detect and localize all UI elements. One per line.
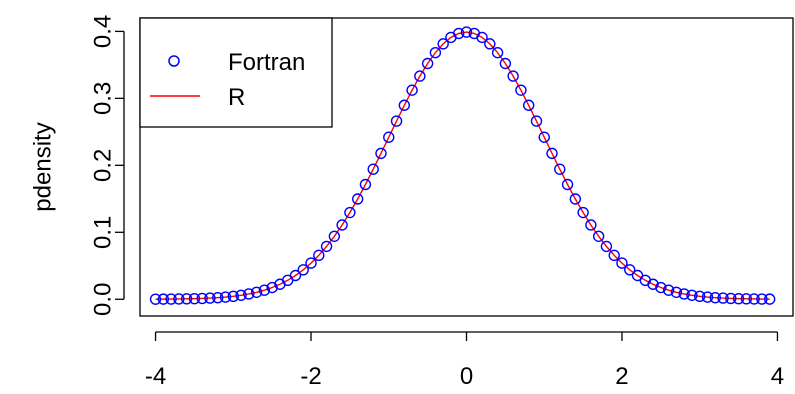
data-point: [406, 84, 418, 96]
data-point: [204, 292, 216, 304]
data-point: [250, 286, 263, 298]
data-point: [157, 293, 170, 305]
data-point: [344, 206, 356, 219]
y-axis: 0.0 0.1 0.2 0.3 0.4: [89, 15, 125, 316]
legend-fortran-label: Fortran: [228, 49, 305, 76]
data-point: [740, 293, 753, 305]
y-tick-label: 0.0: [89, 283, 116, 316]
data-point: [592, 230, 605, 242]
data-point: [243, 288, 255, 300]
data-point: [398, 99, 411, 111]
data-point: [522, 99, 535, 111]
data-point: [561, 178, 574, 191]
data-point: [390, 115, 403, 127]
data-point: [297, 264, 309, 276]
data-point: [429, 46, 442, 59]
legend-r-label: R: [228, 84, 245, 111]
data-point: [336, 219, 348, 231]
data-point: [538, 131, 550, 143]
data-point: [375, 147, 387, 160]
data-point: [383, 131, 395, 143]
data-point: [313, 249, 325, 262]
data-point: [491, 46, 504, 59]
data-point: [180, 293, 193, 305]
data-point: [577, 206, 589, 219]
data-point: [484, 38, 496, 50]
data-point: [670, 286, 683, 298]
data-point: [515, 84, 527, 96]
y-axis-label: pdensity: [29, 122, 56, 211]
y-tick-label: 0.4: [89, 15, 116, 48]
data-point: [351, 193, 364, 205]
data-point: [763, 293, 776, 305]
data-point: [530, 115, 543, 127]
data-point: [414, 70, 426, 82]
data-point: [725, 292, 737, 305]
data-point: [196, 292, 208, 305]
data-point: [188, 292, 201, 305]
data-point: [437, 38, 449, 50]
data-point: [460, 26, 473, 38]
data-point: [149, 293, 162, 305]
data-point: [655, 281, 667, 294]
data-point: [359, 178, 372, 191]
x-tick-label: -2: [300, 363, 321, 390]
data-point: [212, 291, 224, 304]
data-point: [709, 291, 721, 304]
data-point: [678, 288, 690, 300]
y-tick-label: 0.2: [89, 149, 116, 182]
data-point: [647, 278, 659, 290]
data-point: [507, 70, 519, 82]
data-point: [624, 264, 636, 276]
y-tick-label: 0.3: [89, 82, 116, 115]
data-point: [219, 291, 232, 303]
data-point: [235, 289, 247, 301]
data-point: [173, 293, 185, 305]
data-point: [367, 163, 379, 175]
data-point: [616, 257, 628, 269]
data-point: [756, 293, 768, 305]
data-point: [694, 290, 706, 302]
legend: Fortran R: [139, 17, 333, 128]
data-point: [554, 163, 566, 175]
y-tick-label: 0.1: [89, 216, 116, 249]
data-point: [421, 57, 434, 70]
data-point: [476, 31, 488, 44]
data-point: [748, 293, 760, 305]
x-tick-label: 2: [615, 363, 628, 390]
data-point: [732, 292, 745, 305]
data-point: [305, 257, 317, 269]
data-point: [227, 290, 239, 302]
x-axis: -4 -2 0 2 4: [145, 331, 784, 390]
data-point: [662, 284, 675, 296]
legend-box: [139, 17, 333, 128]
data-point: [289, 269, 302, 282]
data-point: [546, 147, 558, 160]
data-point: [453, 27, 465, 40]
x-tick-label: -4: [145, 363, 166, 390]
series-r-line: [155, 31, 770, 300]
data-point: [717, 292, 729, 304]
series-fortran-points: [149, 26, 776, 305]
data-point: [608, 249, 620, 262]
data-point: [600, 240, 613, 253]
data-point: [266, 281, 278, 294]
data-point: [328, 230, 341, 242]
data-point: [585, 219, 597, 231]
data-point: [499, 57, 512, 70]
data-point: [686, 289, 698, 301]
legend-fortran-marker: [168, 55, 180, 67]
x-tick-label: 4: [771, 363, 784, 390]
data-point: [258, 284, 271, 296]
plot-box: [139, 17, 794, 317]
series-r-path: [155, 31, 770, 300]
x-tick-label: 0: [460, 363, 473, 390]
data-point: [320, 240, 333, 253]
data-point: [569, 193, 582, 205]
data-point: [701, 291, 714, 303]
data-point: [165, 293, 177, 305]
